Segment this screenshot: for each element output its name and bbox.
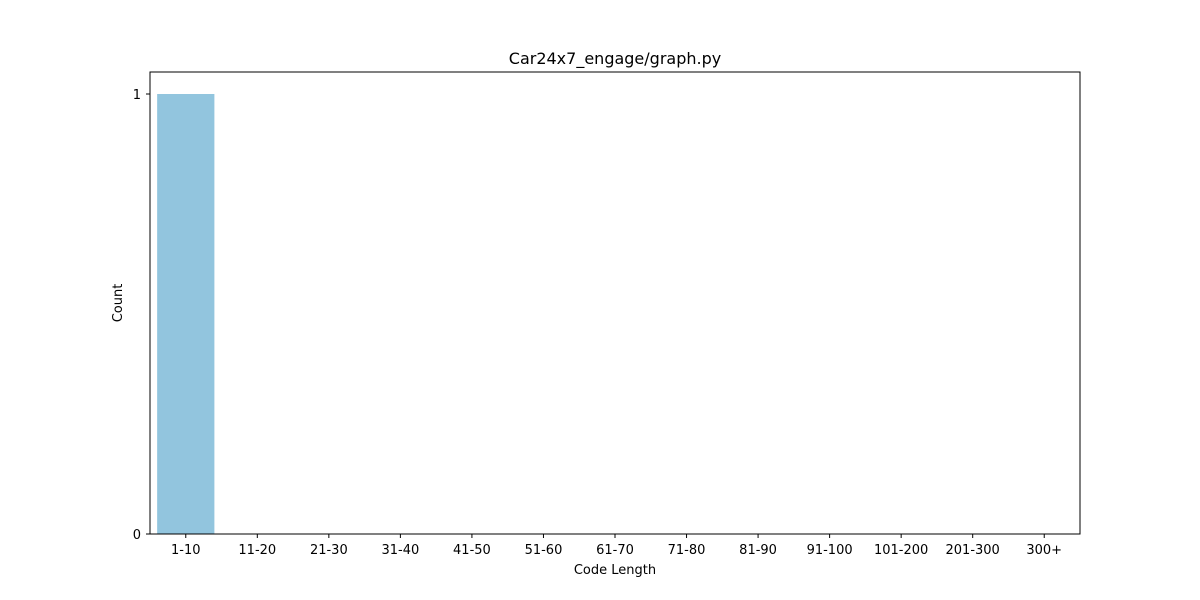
x-axis-label: Code Length [574,563,656,578]
y-axis-ticks: 01 [133,88,150,543]
x-tick-label: 11-20 [238,543,276,558]
y-tick-label: 0 [133,528,141,543]
x-tick-label: 91-100 [807,543,853,558]
x-tick-label: 31-40 [381,543,419,558]
bars-group [157,94,215,534]
x-tick-label: 21-30 [310,543,348,558]
x-tick-label: 101-200 [874,543,928,558]
plot-area [150,72,1080,534]
bar-1-10 [157,94,215,534]
x-tick-label: 41-50 [453,543,491,558]
x-tick-label: 71-80 [668,543,706,558]
y-tick-label: 1 [133,88,141,103]
x-tick-label: 51-60 [525,543,563,558]
x-tick-label: 81-90 [739,543,777,558]
x-tick-label: 201-300 [946,543,1000,558]
x-axis-ticks: 1-10 11-20 21-30 31-40 41-50 51-60 61-70 71-80 8… [171,534,1062,558]
x-tick-label: 1-10 [171,543,201,558]
y-axis-label: Count [111,284,126,323]
chart-title: Car24x7_engage/graph.py [509,49,721,69]
x-tick-label: 61-70 [596,543,634,558]
x-tick-label: 300+ [1026,543,1062,558]
